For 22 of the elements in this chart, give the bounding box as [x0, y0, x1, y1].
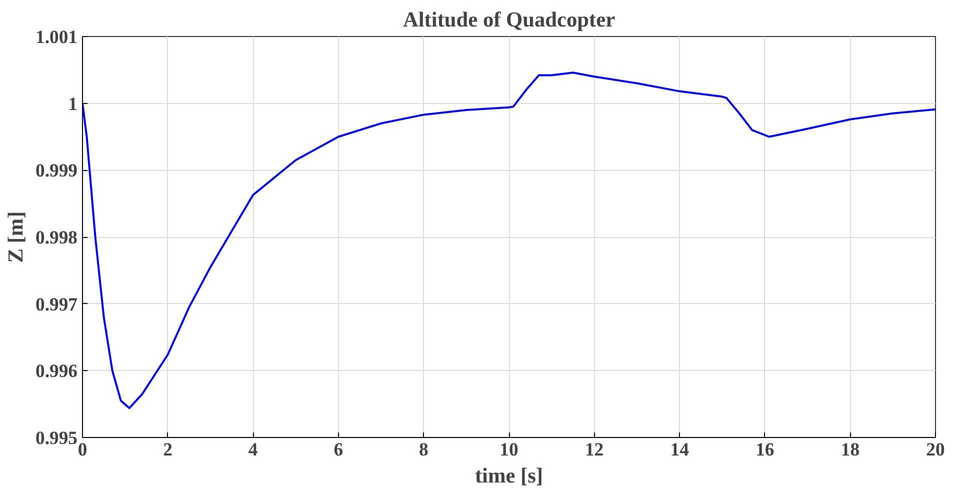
x-tick-label: 8: [419, 440, 428, 460]
y-tick-label: 1: [68, 94, 78, 115]
line-series: [82, 72, 936, 410]
y-tick-label: 0.999: [36, 160, 78, 182]
x-tick-label: 12: [584, 440, 604, 460]
y-tick-label: 0.996: [36, 361, 78, 382]
y-tick-label: 0.998: [36, 228, 78, 248]
y-tick-label: 1.001: [36, 27, 78, 48]
chart-title: Altitude of Quadcopter: [402, 8, 616, 32]
x-tick-label: 0: [78, 440, 88, 460]
x-tick-label: 10: [500, 440, 518, 460]
x-tick-label: 6: [334, 440, 344, 460]
y-tick-label: 0.997: [36, 294, 78, 316]
x-tick-label: 20: [926, 440, 945, 460]
x-tick-label: 2: [163, 440, 172, 460]
y-axis-title: Z [m]: [4, 211, 28, 263]
x-tick-label: 18: [840, 440, 860, 460]
x-axis-title: time [s]: [474, 464, 544, 488]
x-tick-label: 16: [756, 440, 774, 460]
x-tick-label: 14: [670, 440, 689, 460]
y-tick-label: 0.995: [36, 428, 78, 449]
x-tick-label: 4: [248, 440, 258, 460]
